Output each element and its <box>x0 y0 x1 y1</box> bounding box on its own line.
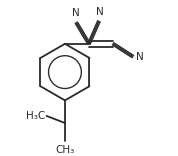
Text: N: N <box>136 52 144 62</box>
Text: N: N <box>72 8 79 18</box>
Text: N: N <box>96 7 103 17</box>
Text: CH₃: CH₃ <box>55 145 75 155</box>
Text: H₃C: H₃C <box>26 111 45 121</box>
